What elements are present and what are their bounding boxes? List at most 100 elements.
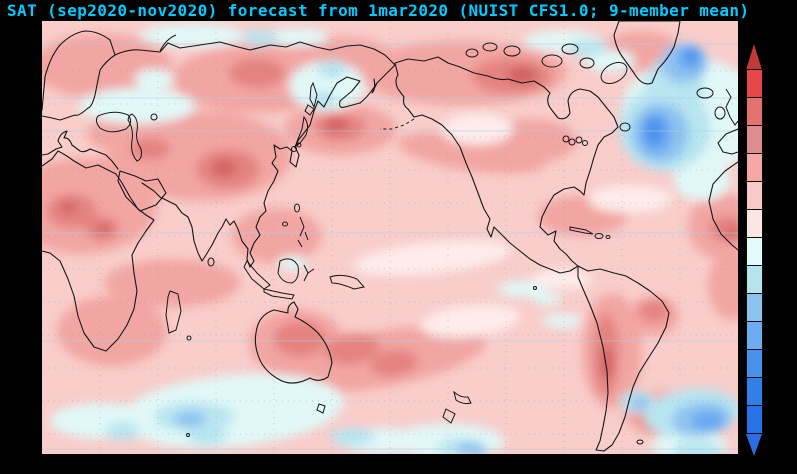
arctic-island: [579, 57, 595, 69]
arctic-island: [503, 45, 521, 57]
coastline-north-america: [394, 56, 619, 274]
colorbar-box-12: [746, 405, 763, 434]
anomaly-blob-c3: [174, 411, 206, 427]
hokkaido: [304, 104, 315, 116]
anomaly-blob-w4: [370, 349, 418, 377]
colorbar-box-9: [746, 321, 763, 350]
anomaly-blob-c1: [289, 61, 365, 111]
world-anomaly-map: [42, 21, 738, 454]
ireland: [714, 106, 726, 120]
anomaly-blob-c1: [134, 69, 174, 89]
colorbar-box-5: [746, 209, 763, 238]
anomaly-blob-w1: [420, 304, 520, 338]
anomaly-blob-c1: [140, 23, 244, 47]
tasmania: [316, 403, 326, 414]
anomaly-blob-c3: [457, 442, 487, 454]
anomaly-blob-c1: [497, 281, 547, 297]
honshu: [293, 115, 309, 149]
colorbar-box-7: [746, 265, 763, 294]
anomaly-shading-layer: [42, 23, 738, 454]
colorbar-box-8: [746, 293, 763, 322]
coastline-nw-africa: [708, 161, 738, 251]
sri-lanka: [207, 257, 215, 267]
anomaly-blob-w4: [229, 58, 285, 88]
anomaly-blob-c5: [685, 47, 699, 61]
hainan: [282, 221, 288, 227]
kyushu: [291, 146, 297, 152]
taiwan: [294, 203, 300, 213]
newfoundland: [619, 122, 631, 132]
coastline-south-europe: [42, 130, 119, 170]
arctic-island: [465, 48, 479, 58]
anomaly-blob-w1: [532, 269, 592, 289]
aleutian-islands: [380, 118, 415, 130]
anomaly-blob-c1: [542, 314, 582, 328]
anomaly-blob-w1: [588, 185, 672, 213]
arctic-island: [541, 54, 563, 68]
coastline-layer: [42, 21, 738, 452]
anomaly-blob-c1: [532, 293, 562, 305]
anomaly-blob-w1: [352, 240, 512, 276]
great-lake: [582, 140, 588, 146]
anomaly-blob-w4: [274, 321, 326, 357]
philippines: [297, 216, 309, 248]
anomaly-blob-w4: [130, 138, 170, 160]
great-lake: [562, 135, 570, 143]
colorbar: [746, 44, 763, 456]
coastline-africa: [42, 150, 155, 352]
hispaniola: [594, 233, 604, 239]
black-sea: [95, 111, 132, 133]
anomaly-blob-c1: [265, 28, 329, 46]
borneo: [277, 258, 299, 284]
anomaly-blob-c4: [692, 411, 724, 431]
great-britain: [725, 88, 738, 126]
coastline-arctic-russia: [114, 41, 396, 84]
shikoku: [296, 142, 302, 148]
new-guinea: [329, 274, 365, 290]
anomaly-blob-w5: [212, 160, 236, 176]
anomaly-blob-c2: [187, 427, 227, 445]
java: [263, 288, 295, 300]
aral-sea: [150, 113, 158, 121]
colorbar-arrow-down: [746, 434, 762, 456]
anomaly-blob-w4: [639, 300, 669, 322]
anomaly-blob-w5: [507, 67, 537, 83]
coastline-arabia: [117, 170, 167, 212]
coastline-east-asia: [141, 76, 378, 268]
latlon-grid-layer: [42, 21, 738, 454]
colorbar-box-2: [746, 125, 763, 154]
map-canvas: [42, 21, 738, 454]
colorbar-box-11: [746, 377, 763, 406]
anomaly-blob-c3: [631, 396, 649, 410]
kerguelen: [186, 335, 192, 341]
new-zealand-south: [442, 408, 456, 424]
anomaly-blob-c2: [105, 422, 139, 440]
anomaly-blob-c1: [79, 88, 195, 124]
south-island-dot: [186, 433, 190, 437]
puerto-rico: [605, 235, 611, 239]
cuba: [569, 226, 594, 235]
great-lake: [568, 138, 576, 146]
anomaly-blob-c1: [674, 161, 730, 201]
anomaly-blob-w3: [708, 252, 738, 320]
arctic-island: [561, 43, 579, 55]
colorbar-box-4: [746, 181, 763, 210]
coastline-australia: [254, 301, 333, 384]
anomaly-blob-c1: [277, 256, 307, 270]
anomaly-blob-c1: [585, 50, 635, 72]
madagascar: [165, 290, 182, 334]
sulawesi: [303, 264, 315, 282]
novaya-zemlya: [159, 34, 177, 52]
colorbar-box-3: [746, 153, 763, 182]
anomaly-blob-w5: [325, 118, 347, 132]
galapagos: [533, 286, 537, 290]
anomaly-blob-c2: [673, 440, 721, 454]
anomaly-blob-w3: [57, 296, 167, 366]
colorbar-arrow-up: [746, 44, 762, 70]
anomaly-blob-c2: [330, 428, 374, 446]
colorbar-box-6: [746, 237, 763, 266]
baffin-island: [600, 62, 628, 84]
iceland: [696, 87, 714, 99]
caspian-sea: [127, 113, 142, 162]
